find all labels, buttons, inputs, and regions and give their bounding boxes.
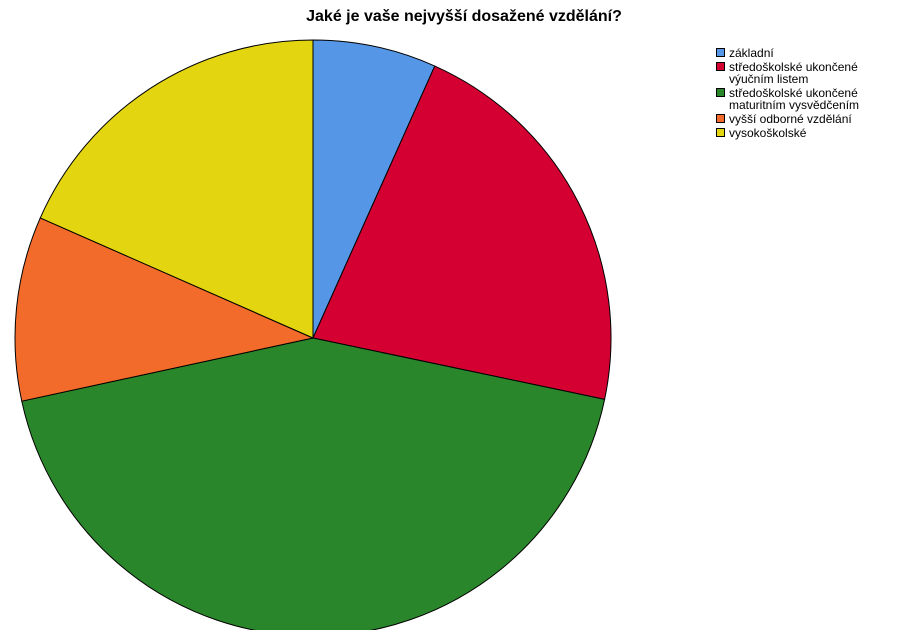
legend-entry-3: středoškolské ukončené maturitním vysvědč… — [716, 87, 921, 111]
legend-entry-2: středoškolské ukončené výučním listem — [716, 61, 921, 85]
chart-legend: základní středoškolské ukončené výučním li… — [716, 47, 921, 141]
legend-label-4-line-1: vyšší odborné vzdělání — [729, 112, 852, 126]
legend-swatch-5 — [716, 128, 725, 137]
pie-slice-4 — [14, 217, 314, 402]
pie-slice-5 — [39, 39, 314, 339]
legend-label-2-line-1: středoškolské ukončené — [729, 60, 858, 74]
legend-label-1-line-1: základní — [729, 46, 774, 60]
legend-entry-5: vysokoškolské — [716, 127, 921, 139]
legend-label-3-line-2: maturitním vysvědčením — [729, 98, 860, 112]
legend-entry-1: základní — [716, 47, 921, 59]
legend-swatch-2 — [716, 62, 725, 71]
legend-entry-4: vyšší odborné vzdělání — [716, 113, 921, 125]
legend-swatch-1 — [716, 48, 725, 57]
pie-slice-3 — [21, 337, 606, 630]
legend-swatch-3 — [716, 88, 725, 97]
legend-swatch-4 — [716, 114, 725, 123]
legend-label-3-line-1: středoškolské ukončené — [729, 86, 858, 100]
chart-title: Jaké je vaše nejvyšší dosažené vzdělání? — [306, 8, 622, 25]
pie-slice-2 — [312, 65, 612, 400]
legend-label-2-line-2: výučním listem — [729, 72, 809, 86]
pie-slice-1 — [312, 39, 436, 339]
legend-label-5-line-1: vysokoškolské — [729, 126, 807, 140]
pie-slices — [14, 39, 612, 630]
